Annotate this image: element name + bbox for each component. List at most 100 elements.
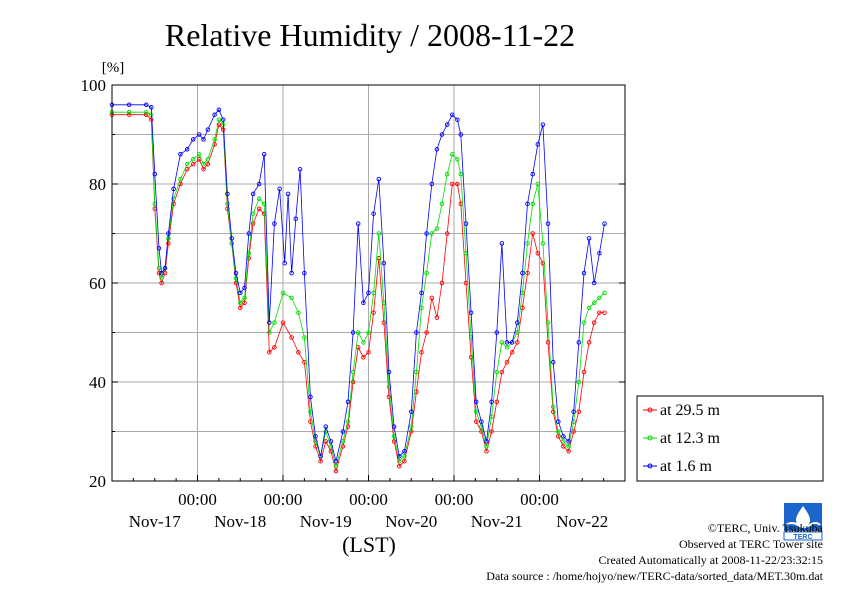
data-point bbox=[196, 132, 202, 137]
x-date-label: Nov-17 bbox=[129, 512, 181, 531]
data-point bbox=[126, 109, 132, 115]
data-point bbox=[313, 439, 318, 444]
legend-item: at 1.6 m bbox=[643, 458, 713, 475]
series-line bbox=[112, 104, 605, 462]
data-point bbox=[424, 231, 429, 236]
data-point bbox=[212, 112, 217, 117]
data-point bbox=[333, 458, 339, 464]
data-point bbox=[302, 335, 307, 340]
data-point bbox=[484, 444, 489, 449]
chart-title: Relative Humidity / 2008-11-22 bbox=[165, 17, 575, 53]
data-point bbox=[576, 379, 582, 385]
data-point bbox=[455, 157, 460, 162]
data-point bbox=[591, 300, 597, 306]
data-point bbox=[540, 260, 546, 266]
data-point bbox=[494, 369, 500, 375]
data-point bbox=[444, 171, 450, 177]
data-point bbox=[256, 196, 262, 202]
data-point bbox=[328, 449, 334, 454]
data-point bbox=[159, 270, 164, 276]
data-point bbox=[205, 127, 211, 132]
data-point bbox=[340, 429, 346, 434]
data-point bbox=[256, 181, 262, 187]
data-point bbox=[602, 290, 607, 296]
data-point bbox=[267, 320, 272, 325]
data-point bbox=[126, 102, 132, 108]
data-point bbox=[225, 201, 230, 207]
data-point bbox=[545, 340, 551, 345]
data-point bbox=[591, 320, 597, 325]
data-point bbox=[238, 300, 243, 306]
x-date-label: Nov-22 bbox=[556, 512, 608, 531]
data-point bbox=[439, 132, 445, 137]
legend-swatch-marker bbox=[647, 407, 653, 413]
data-point bbox=[444, 231, 450, 236]
legend-label: at 12.3 m bbox=[660, 430, 721, 447]
data-point bbox=[386, 384, 392, 390]
data-point bbox=[429, 231, 435, 236]
data-point bbox=[402, 458, 407, 464]
data-point bbox=[550, 409, 556, 414]
data-point bbox=[597, 310, 602, 315]
footer-line: ©TERC, Univ. Tsukuba bbox=[708, 521, 824, 535]
data-point bbox=[156, 246, 162, 251]
data-point bbox=[597, 251, 602, 256]
data-point bbox=[212, 137, 217, 142]
data-point bbox=[515, 330, 520, 335]
data-point bbox=[371, 290, 376, 296]
data-point bbox=[190, 137, 196, 142]
data-point bbox=[509, 340, 515, 345]
data-point bbox=[429, 181, 435, 187]
data-point bbox=[484, 439, 489, 444]
data-point bbox=[586, 305, 592, 311]
series-1 bbox=[109, 112, 607, 474]
data-point bbox=[397, 454, 402, 459]
series-3 bbox=[109, 102, 607, 464]
data-point bbox=[397, 463, 402, 469]
data-point bbox=[473, 399, 479, 405]
data-point bbox=[525, 241, 530, 246]
data-point bbox=[576, 409, 582, 414]
data-point bbox=[152, 171, 158, 177]
data-point bbox=[515, 320, 520, 325]
data-point bbox=[535, 251, 541, 256]
y-tick-label: 100 bbox=[81, 76, 107, 95]
data-point bbox=[201, 166, 206, 172]
data-point bbox=[242, 285, 247, 291]
data-point bbox=[402, 454, 407, 459]
data-point bbox=[525, 270, 530, 276]
data-point bbox=[229, 236, 234, 241]
data-point bbox=[216, 117, 222, 122]
data-point bbox=[143, 102, 149, 108]
data-point bbox=[233, 270, 239, 276]
data-point bbox=[280, 320, 286, 325]
x-time-label: 00:00 bbox=[435, 490, 474, 509]
data-point bbox=[272, 320, 277, 325]
legend-swatch-marker bbox=[647, 435, 653, 441]
data-point bbox=[450, 112, 455, 117]
data-point bbox=[361, 300, 366, 306]
data-point bbox=[171, 186, 176, 192]
data-point bbox=[586, 340, 592, 345]
data-point bbox=[220, 117, 226, 122]
data-point bbox=[267, 330, 272, 335]
data-point bbox=[386, 369, 392, 375]
data-point bbox=[250, 191, 256, 197]
footer-line: Data source : /home/hojyo/new/TERC-data/… bbox=[486, 569, 823, 583]
x-date-label: Nov-21 bbox=[471, 512, 523, 531]
data-point bbox=[205, 161, 211, 167]
data-point bbox=[434, 226, 440, 231]
data-point bbox=[550, 404, 556, 410]
data-point bbox=[504, 340, 510, 345]
data-point bbox=[550, 359, 556, 365]
data-point bbox=[509, 350, 515, 355]
data-point bbox=[366, 330, 371, 335]
data-point bbox=[308, 394, 313, 400]
data-point bbox=[545, 320, 551, 325]
data-point bbox=[479, 424, 484, 429]
data-point bbox=[525, 201, 530, 207]
data-point bbox=[345, 424, 351, 429]
data-point bbox=[556, 419, 561, 424]
data-point bbox=[376, 176, 382, 182]
data-point bbox=[238, 290, 243, 296]
